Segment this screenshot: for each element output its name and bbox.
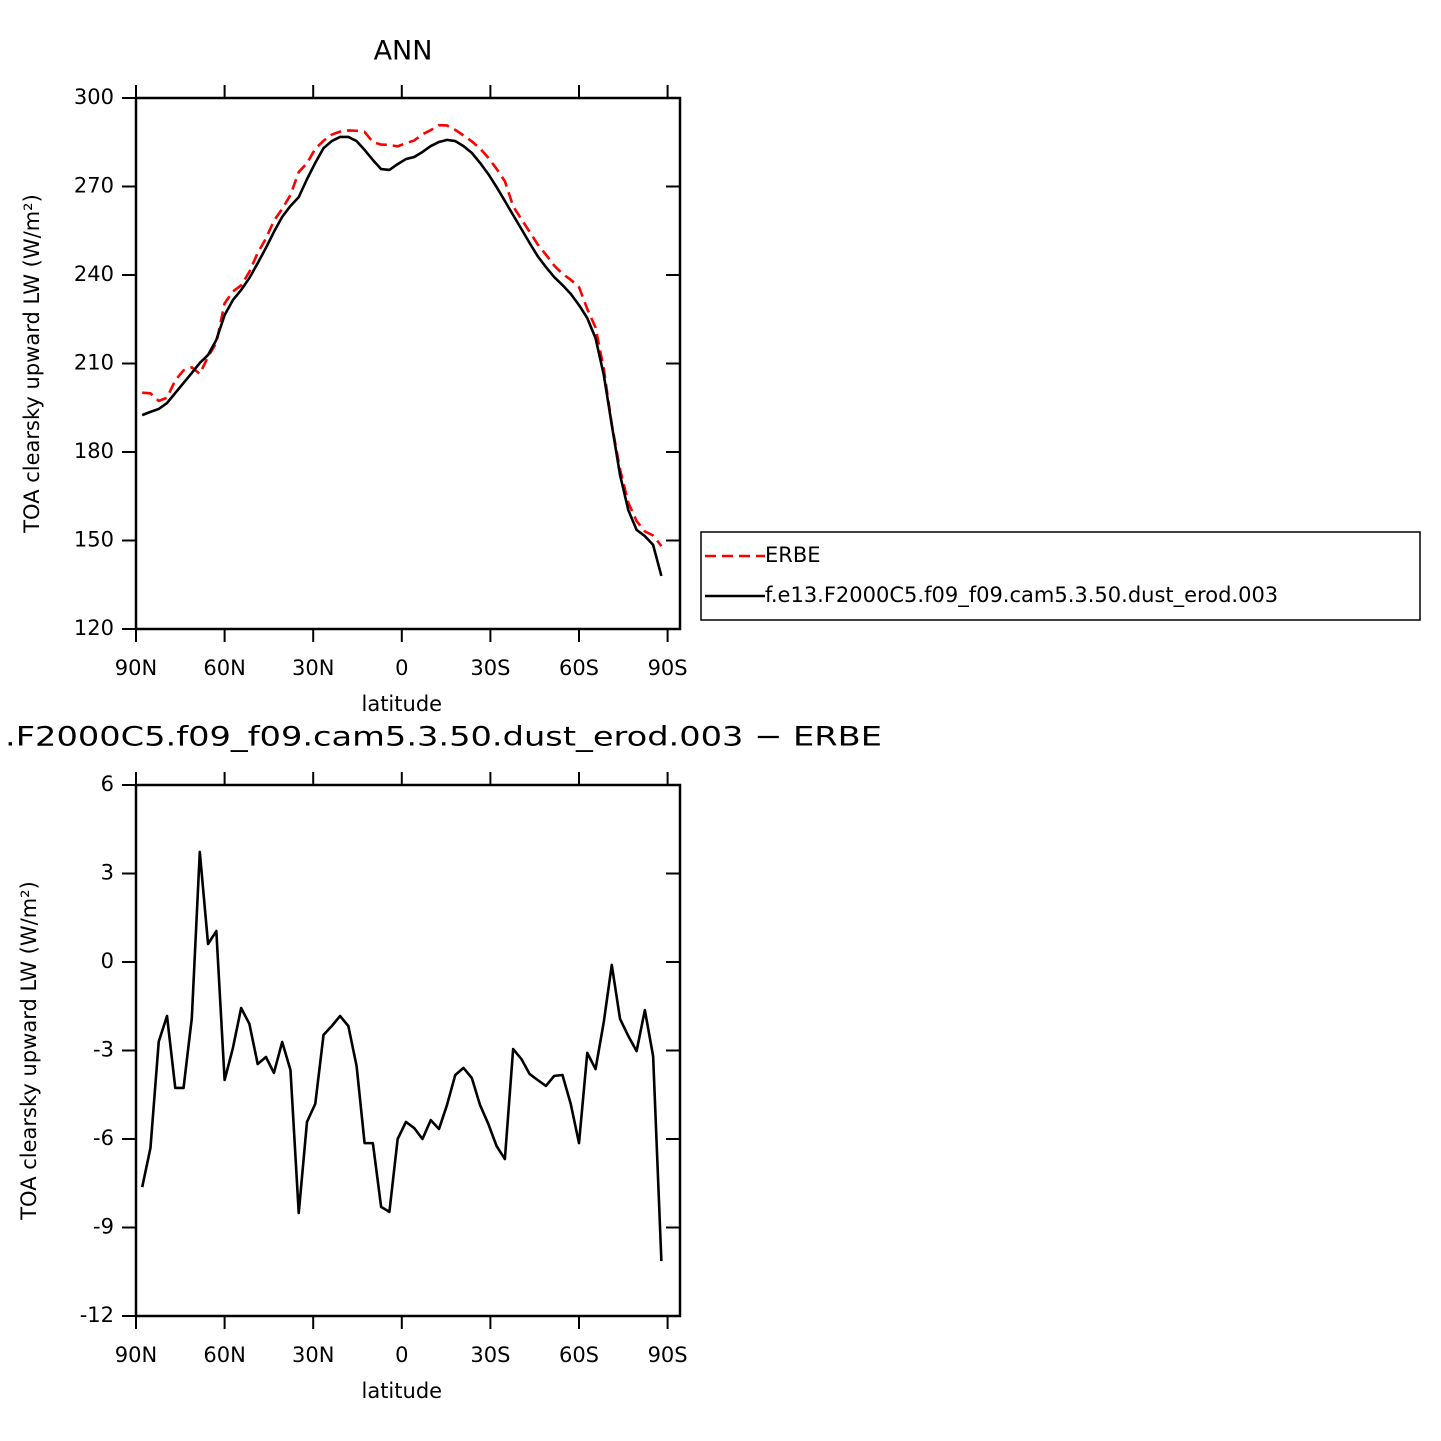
x-tick-label: 90S — [648, 1343, 688, 1367]
x-tick-label: 0 — [395, 656, 408, 680]
x-tick-label: 60N — [203, 1343, 245, 1367]
y-tick-label: 6 — [101, 772, 114, 796]
chart-title: .F2000C5.f09_f09.cam5.3.50.dust_erod.003… — [5, 722, 882, 753]
y-tick-label: 240 — [74, 262, 114, 286]
legend-box — [700, 531, 1421, 621]
chart-title: ANN — [374, 36, 433, 67]
x-axis-label: latitude — [362, 692, 443, 716]
plot-frame — [134, 96, 682, 631]
y-axis-label: TOA clearsky upward LW (W/m²) — [17, 881, 41, 1221]
data-line — [142, 123, 663, 547]
x-tick-label: 60S — [559, 656, 599, 680]
x-tick-label: 90S — [648, 656, 688, 680]
x-tick-label: 30S — [470, 1343, 510, 1367]
y-tick-label: 270 — [74, 174, 114, 198]
y-tick-label: 210 — [74, 351, 114, 375]
legend-label: ERBE — [765, 543, 821, 567]
y-tick-label: 150 — [74, 528, 114, 552]
data-line — [141, 135, 663, 577]
y-tick-label: 120 — [74, 616, 114, 640]
legend-label: f.e13.F2000C5.f09_f09.cam5.3.50.dust_ero… — [765, 583, 1278, 608]
x-tick-label: 30N — [292, 1343, 334, 1367]
x-tick-label: 90N — [115, 1343, 157, 1367]
y-tick-label: -6 — [93, 1126, 114, 1150]
y-tick-label: 180 — [74, 439, 114, 463]
y-axis-label: TOA clearsky upward LW (W/m²) — [20, 194, 44, 534]
x-tick-label: 90N — [115, 656, 157, 680]
x-axis-label: latitude — [362, 1379, 443, 1403]
y-tick-label: 0 — [101, 949, 114, 973]
y-tick-label: 300 — [74, 85, 114, 109]
x-tick-label: 30S — [470, 656, 510, 680]
y-tick-label: -12 — [80, 1303, 114, 1327]
x-tick-label: 60N — [203, 656, 245, 680]
y-tick-label: -9 — [93, 1215, 114, 1239]
y-tick-label: -3 — [93, 1038, 114, 1062]
x-tick-label: 0 — [395, 1343, 408, 1367]
x-tick-label: 60S — [559, 1343, 599, 1367]
plot-frame — [134, 783, 682, 1318]
data-line — [140, 850, 663, 1262]
y-tick-label: 3 — [101, 861, 114, 885]
x-tick-label: 30N — [292, 656, 334, 680]
